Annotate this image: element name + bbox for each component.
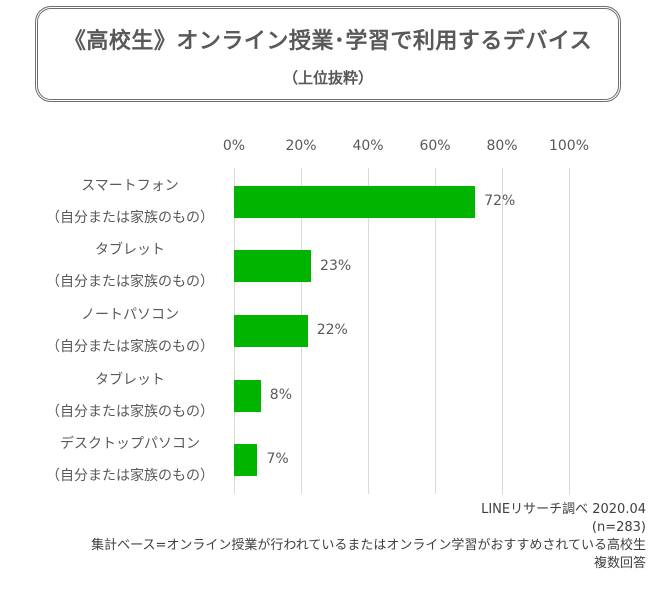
source-note: LINEリサーチ調べ 2020.04 (481, 502, 646, 517)
category-label-line2: （自分または家族のもの） (46, 339, 214, 355)
value-label: 8% (269, 387, 293, 403)
gridline (435, 168, 436, 494)
category-label-line2: （自分または家族のもの） (46, 274, 214, 290)
bar (234, 250, 312, 282)
sample-size: (n=283) (591, 520, 646, 535)
base-note: 集計ベース=オンライン授業が行われているまたはオンライン学習がおすすめされている… (91, 538, 646, 553)
x-tick-40: 40% (352, 138, 384, 154)
category-label-line1: タブレット (95, 242, 165, 258)
chart-title: 《高校生》オンライン授業･学習で利用するデバイス (63, 29, 593, 54)
x-tick-60: 60% (419, 138, 451, 154)
category-label: ノートパソコン （自分または家族のもの） (30, 299, 230, 363)
category-label: スマートフォン （自分または家族のもの） (30, 170, 230, 234)
bar (234, 315, 308, 347)
value-label: 7% (266, 451, 289, 467)
bar (234, 186, 476, 218)
value-label: 23% (320, 258, 352, 274)
x-tick-100: 100% (548, 138, 590, 154)
category-label-line1: タブレット (95, 372, 165, 388)
multi-answer-note: 複数回答 (593, 556, 646, 571)
category-label-line2: （自分または家族のもの） (46, 404, 214, 420)
category-label-line1: ノートパソコン (81, 307, 179, 323)
gridline (569, 168, 570, 494)
category-label-line2: （自分または家族のもの） (46, 210, 214, 226)
gridline (502, 168, 503, 494)
gridline (368, 168, 369, 494)
x-tick-0: 0% (222, 138, 246, 154)
bar (234, 380, 261, 412)
category-label: デスクトップパソコン （自分または家族のもの） (30, 428, 230, 492)
category-label-line1: スマートフォン (81, 178, 179, 194)
value-label: 72% (484, 193, 516, 209)
chart-title-box: 《高校生》オンライン授業･学習で利用するデバイス （上位抜粋） (35, 6, 621, 102)
bar (234, 444, 258, 476)
category-label-line1: デスクトップパソコン (60, 436, 200, 452)
value-label: 22% (316, 322, 348, 338)
x-tick-80: 80% (486, 138, 518, 154)
chart-subtitle: （上位抜粋） (282, 69, 373, 87)
category-label: タブレット （自分または家族のもの） (30, 234, 230, 298)
category-label-line2: （自分または家族のもの） (46, 468, 214, 484)
x-tick-20: 20% (285, 138, 317, 154)
category-label: タブレット （自分または家族のもの） (30, 364, 230, 428)
